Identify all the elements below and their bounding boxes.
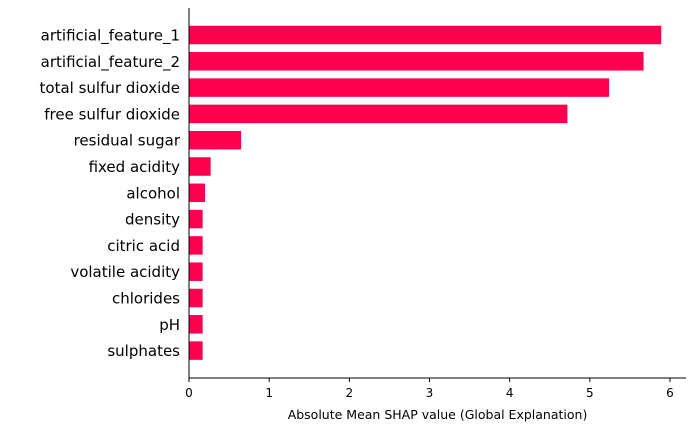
x-tick-label: 4 (506, 386, 514, 400)
y-tick-label: residual sugar (74, 132, 181, 150)
bar-chlorides (189, 288, 203, 308)
y-tick-label: sulphates (107, 342, 180, 360)
bar-total-sulfur-dioxide (189, 78, 610, 97)
bar-alcohol (189, 183, 206, 203)
x-tick-label: 0 (185, 386, 193, 400)
y-tick-label: alcohol (126, 184, 180, 202)
bar-pH (189, 315, 203, 334)
x-axis-label: Absolute Mean SHAP value (Global Explana… (288, 407, 588, 422)
y-tick-label: fixed acidity (89, 158, 181, 176)
x-tick-label: 2 (346, 386, 354, 400)
x-tick-label: 6 (666, 386, 674, 400)
bar-fixed-acidity (189, 157, 211, 176)
y-tick-label: chlorides (112, 290, 180, 308)
y-tick-label: citric acid (107, 237, 180, 255)
bar-artificial-feature-2 (189, 52, 644, 71)
bar-artificial-feature-1 (189, 25, 662, 45)
bar-free-sulfur-dioxide (189, 104, 568, 124)
y-tick-label: artificial_feature_1 (41, 27, 180, 46)
y-tick-label: density (125, 211, 180, 229)
bar-sulphates (189, 341, 203, 360)
y-tick-label: free sulfur dioxide (44, 105, 180, 123)
x-ticks: 0 1 2 3 4 5 6 (185, 378, 674, 400)
bar-residual-sugar (189, 130, 242, 150)
x-tick-label: 5 (586, 386, 594, 400)
bar-citric-acid (189, 236, 203, 255)
bar-density (189, 209, 203, 229)
y-tick-label: pH (159, 316, 180, 334)
x-tick-label: 1 (265, 386, 273, 400)
y-tick-label: total sulfur dioxide (40, 79, 180, 97)
bars-group (189, 25, 662, 360)
bar-volatile-acidity (189, 262, 203, 281)
x-tick-label: 3 (426, 386, 434, 400)
y-tick-label: volatile acidity (70, 263, 180, 281)
y-tick-label: artificial_feature_2 (41, 53, 180, 72)
y-tick-labels: artificial_feature_1 artificial_feature_2… (40, 27, 181, 361)
